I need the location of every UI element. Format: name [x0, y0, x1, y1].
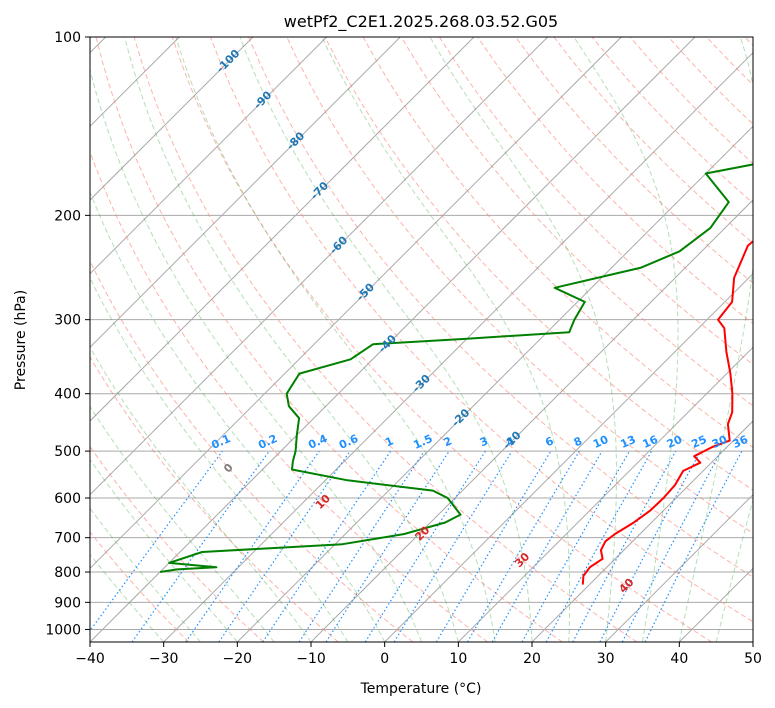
- isotherm-line: [90, 37, 696, 642]
- plot-area: [90, 37, 753, 642]
- y-tick-label: 200: [54, 208, 81, 224]
- isotherm-line: [605, 493, 753, 642]
- mixing-ratio-line: [131, 450, 270, 642]
- moist-adiabat-line: [429, 37, 617, 642]
- y-tick-label: 500: [54, 444, 81, 460]
- moist-adiabat-line: [90, 67, 422, 642]
- mixing-ratio-line: [185, 450, 320, 642]
- dry-adiabat-line: [95, 37, 563, 642]
- isotherm-line: [90, 37, 622, 570]
- y-axis-ticks: 100 200 300 400 500 600 700 800 900 1000: [45, 30, 90, 638]
- moist-adiabats: [90, 37, 753, 642]
- y-tick-label: 400: [54, 387, 81, 403]
- moist-adiabat-line: [90, 405, 275, 642]
- x-axis-label: Temperature (°C): [360, 681, 482, 697]
- isotherm-line: [236, 125, 753, 642]
- y-tick-label: 300: [54, 313, 81, 329]
- x-tick-label: −30: [149, 651, 179, 667]
- dry-adiabat-line: [515, 37, 753, 284]
- mixing-ratio-label: 10: [591, 433, 611, 451]
- x-tick-label: 40: [670, 651, 688, 667]
- moist-adiabat-line: [90, 346, 312, 642]
- y-tick-label: 1000: [45, 622, 81, 638]
- y-tick-label: 900: [54, 595, 81, 611]
- moist-adiabat-line: [715, 498, 753, 642]
- mixing-ratio-label: 16: [641, 433, 661, 451]
- mixing-ratio-label: 36: [731, 433, 751, 451]
- mixing-ratio-label: 20: [665, 433, 685, 451]
- x-tick-label: 30: [597, 651, 615, 667]
- moist-adiabat-line: [175, 37, 496, 642]
- temperature-profile-line: [581, 240, 753, 585]
- dewpoint-profile-line: [159, 163, 753, 573]
- isotherm-line: [457, 346, 753, 642]
- mixing-ratio-line: [393, 450, 513, 642]
- moist-adiabat-line: [90, 277, 349, 642]
- isotherms: [90, 37, 753, 642]
- dry-adiabat-line: [90, 445, 264, 642]
- y-tick-label: 800: [54, 565, 81, 581]
- mixing-ratio-line: [218, 450, 351, 642]
- moist-adiabat-line: [321, 37, 571, 642]
- isotherm-line: [90, 37, 401, 349]
- mixing-ratio-line: [521, 450, 631, 642]
- dry-adiabat-line: [90, 531, 190, 642]
- dry-adiabat-line: [400, 37, 753, 407]
- y-tick-label: 600: [54, 491, 81, 507]
- dry-adiabat-line: [324, 37, 753, 491]
- plot-frame: [89, 36, 754, 643]
- dry-adiabat-line: [90, 356, 339, 642]
- mixing-ratio-line: [545, 450, 653, 642]
- dry-adiabat-line: [90, 150, 488, 642]
- mixing-ratio-line: [572, 450, 677, 642]
- pressure-gridlines: [90, 37, 753, 630]
- y-tick-label: 100: [54, 30, 81, 46]
- x-tick-label: −40: [75, 651, 105, 667]
- y-axis-label: Pressure (hPa): [13, 290, 29, 390]
- mixing-ratio-line: [90, 450, 223, 632]
- moist-adiabat-line: [90, 458, 238, 642]
- dry-adiabat-line: [248, 37, 753, 578]
- isotherm-line: [90, 37, 328, 275]
- sounding-profiles: [159, 163, 753, 585]
- x-tick-label: 20: [523, 651, 541, 667]
- x-tick-label: 50: [744, 651, 762, 667]
- y-tick-label: 700: [54, 531, 81, 547]
- x-tick-label: −10: [296, 651, 326, 667]
- dry-adiabat-line: [438, 37, 753, 366]
- moist-adiabat-line: [678, 37, 753, 642]
- mixing-ratio-label: 25: [689, 433, 708, 451]
- x-tick-label: 0: [380, 651, 389, 667]
- x-tick-label: 10: [449, 651, 467, 667]
- mixing-ratio-line: [325, 450, 450, 642]
- mixing-ratio-line: [298, 450, 425, 642]
- x-axis-ticks: −40 −30 −20 −10 0 10 20 30 40 50: [75, 642, 762, 667]
- dry-adiabat-line: [171, 37, 712, 642]
- moist-adiabat-line: [573, 37, 679, 642]
- mixing-ratio-label: 13: [618, 433, 637, 451]
- dry-adiabat-line: [210, 37, 753, 623]
- mixing-ratio-line: [262, 450, 392, 642]
- mixing-ratio-line: [644, 450, 743, 642]
- mixing-ratio-label: 30: [710, 433, 730, 451]
- x-tick-label: −20: [223, 651, 253, 667]
- isotherm-line: [384, 272, 753, 642]
- mixing-ratio-lines: [90, 450, 743, 642]
- moist-adiabat-line: [90, 190, 386, 642]
- isotherm-line: [90, 37, 254, 201]
- moist-adiabat-line: [124, 37, 459, 642]
- dry-adiabat-line: [133, 37, 638, 642]
- isotherm-line: [90, 37, 475, 422]
- isotherm-line: [531, 420, 753, 642]
- dry-adiabats: [90, 37, 753, 642]
- chart-title: wetPf2_C2E1.2025.268.03.52.G05: [284, 12, 558, 32]
- dry-adiabat-line: [90, 259, 414, 642]
- isotherm-line: [90, 37, 549, 496]
- moist-adiabat-line: [239, 37, 533, 642]
